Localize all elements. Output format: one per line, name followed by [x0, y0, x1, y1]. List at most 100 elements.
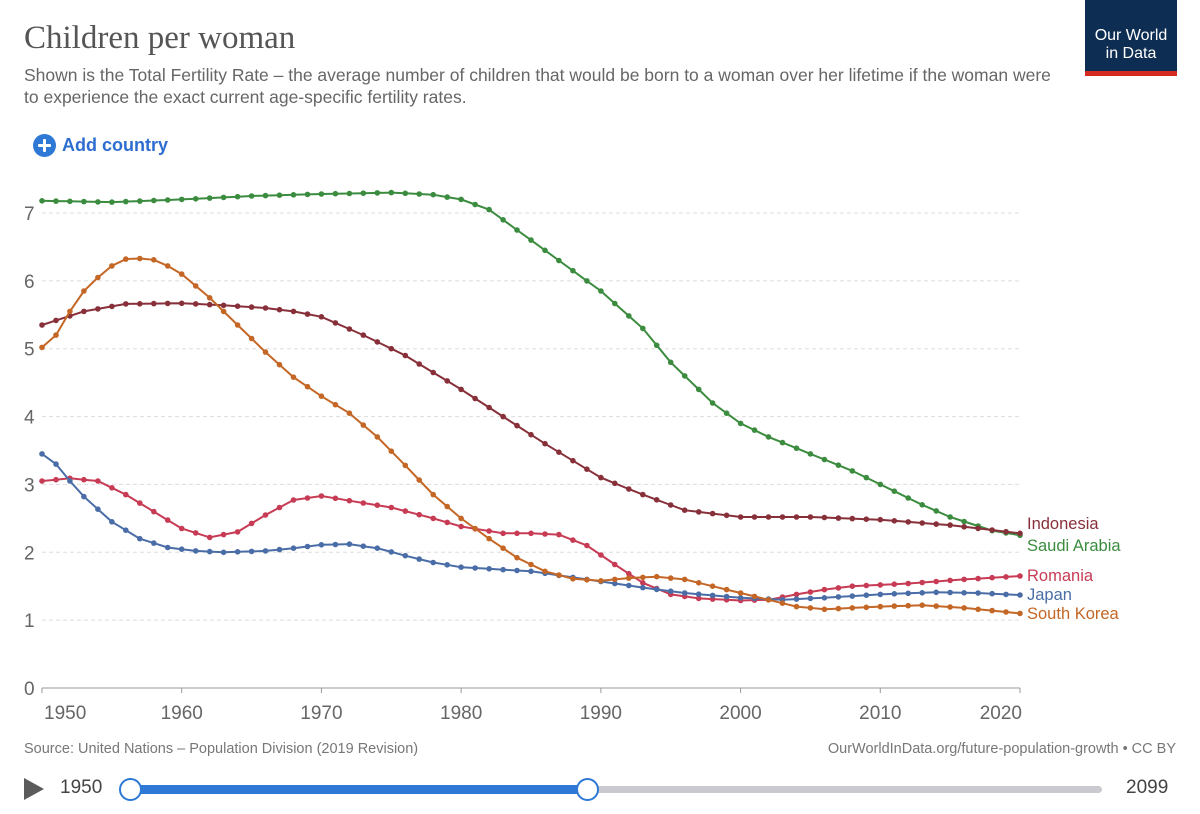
data-point [137, 255, 143, 262]
data-point [220, 531, 227, 538]
data-point [67, 198, 73, 205]
data-point [164, 263, 171, 269]
data-point [793, 603, 800, 610]
data-point [961, 518, 967, 525]
data-point [835, 585, 842, 591]
data-point [220, 308, 227, 315]
data-point [835, 605, 842, 612]
data-point [332, 495, 339, 502]
data-point [192, 530, 199, 536]
data-point [346, 497, 353, 504]
data-point [779, 514, 786, 520]
data-point [793, 591, 800, 598]
data-point [276, 546, 283, 553]
license-link[interactable]: OurWorldInData.org/future-population-gro… [827, 741, 1176, 757]
data-point [151, 197, 157, 204]
data-point [570, 537, 576, 543]
timeline-start-label: 1950 [60, 777, 103, 798]
data-point [500, 217, 506, 223]
data-point [262, 305, 269, 311]
data-point [402, 190, 409, 197]
data-point [39, 344, 45, 351]
data-point [542, 568, 548, 575]
data-point [416, 511, 423, 518]
data-point [933, 521, 939, 527]
data-point [989, 574, 995, 581]
data-point [933, 578, 939, 585]
data-point [164, 544, 171, 551]
data-point [178, 300, 185, 307]
timeline-track[interactable] [130, 786, 1102, 793]
data-point [332, 190, 339, 197]
data-point [877, 582, 884, 588]
data-point [402, 352, 409, 359]
owid-logo[interactable]: Our World in Data [1085, 0, 1177, 76]
data-point [458, 515, 464, 522]
data-point [626, 570, 632, 577]
data-point [192, 283, 199, 289]
play-icon[interactable] [24, 778, 44, 800]
data-point [626, 582, 632, 589]
data-point [863, 474, 870, 481]
data-point [290, 497, 297, 503]
data-point [905, 519, 911, 525]
timeline-end-handle[interactable] [575, 778, 599, 801]
data-point [500, 530, 506, 537]
add-country-button[interactable]: Add country [33, 134, 168, 157]
data-point [402, 462, 409, 469]
data-point [975, 606, 981, 613]
data-point [444, 194, 451, 200]
data-point [388, 504, 395, 511]
data-point [53, 476, 59, 483]
x-tick-label: 1970 [300, 703, 342, 724]
data-point [81, 198, 87, 205]
data-point [458, 196, 464, 203]
data-point [472, 525, 478, 532]
source-note[interactable]: Source: United Nations – Population Divi… [24, 741, 419, 757]
data-point [164, 517, 171, 523]
data-point [681, 576, 688, 583]
data-point [612, 300, 618, 307]
data-point [947, 577, 953, 584]
y-tick-label: 3 [24, 475, 35, 496]
data-point [276, 306, 283, 313]
data-point [123, 527, 129, 533]
data-point [304, 495, 311, 501]
series-line [41, 453, 1021, 601]
data-point [67, 478, 73, 484]
data-point [151, 540, 157, 546]
data-point [584, 466, 590, 473]
data-point [402, 552, 409, 559]
data-point [234, 529, 241, 535]
data-point [612, 580, 618, 587]
timeline-selected-range [130, 785, 587, 794]
data-point [891, 518, 898, 524]
data-point [109, 199, 115, 205]
data-point [123, 198, 129, 205]
data-point [640, 584, 646, 591]
data-point [975, 525, 981, 532]
logo-underline [1085, 71, 1177, 76]
data-point [164, 300, 171, 307]
data-point [947, 514, 953, 520]
data-point [458, 386, 464, 393]
data-point [1003, 574, 1009, 580]
data-point [723, 512, 730, 519]
data-point [514, 530, 520, 537]
data-point [416, 191, 423, 197]
x-tick-label: 1990 [580, 703, 622, 724]
data-point [514, 227, 520, 233]
data-point [332, 541, 339, 548]
data-point [486, 566, 492, 572]
data-point [849, 515, 856, 522]
data-point [1003, 591, 1009, 598]
data-point [388, 549, 395, 555]
data-point [374, 545, 381, 551]
data-point [276, 192, 283, 198]
data-point [989, 590, 995, 597]
timeline-start-handle[interactable] [119, 778, 142, 801]
data-point [779, 439, 786, 446]
data-point [821, 514, 828, 521]
data-point [151, 300, 157, 307]
data-point [374, 190, 381, 196]
